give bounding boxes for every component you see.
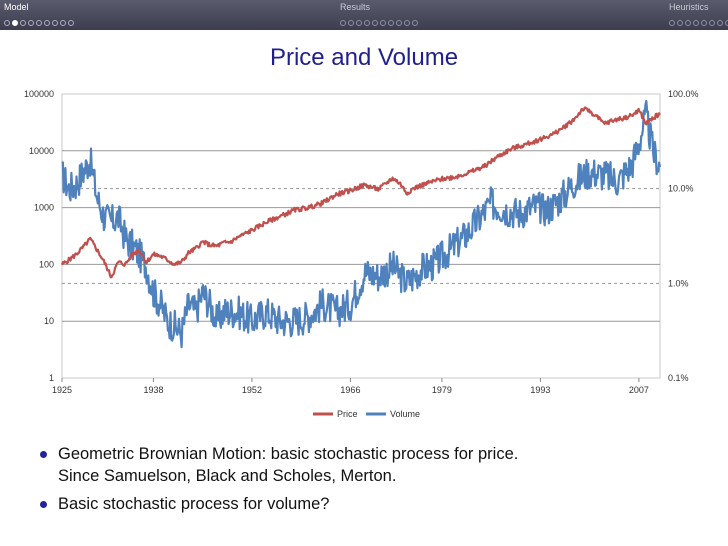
nav-dot[interactable] [348, 20, 354, 26]
nav-dot[interactable] [725, 20, 728, 26]
plot-area [61, 93, 661, 379]
nav-dot[interactable] [36, 20, 42, 26]
nav-dot[interactable] [685, 20, 691, 26]
price-volume-chart: 1 10 100 1000 10000 100000 0.1% 1.0% 10.0% 100.0%… [24, 89, 699, 419]
nav-dot[interactable] [717, 20, 723, 26]
bullet-marker [40, 501, 47, 508]
page-title: Price and Volume [269, 44, 459, 71]
nav-dot[interactable] [412, 20, 418, 26]
x-tick-label: 1993 [530, 385, 550, 395]
y-tick-label-left: 1 [49, 373, 54, 383]
y-tick-label-left: 10 [44, 316, 54, 326]
nav-dot[interactable] [60, 20, 66, 26]
nav-dots-model [4, 13, 76, 31]
y-tick-label-left: 100000 [24, 89, 54, 99]
legend-label-price: Price [337, 409, 358, 419]
nav-dots-results [340, 13, 420, 31]
nav-dot[interactable] [12, 20, 18, 26]
nav-section-title[interactable]: Model [4, 2, 29, 12]
nav-section-heuristics[interactable]: Heuristics [669, 2, 728, 26]
list-item: Basic stochastic process for volume? [26, 493, 706, 515]
nav-dot[interactable] [28, 20, 34, 26]
bullet-list: Geometric Brownian Motion: basic stochas… [26, 443, 706, 521]
bullet-text: Basic stochastic process for volume? [58, 495, 330, 513]
y-tick-label-left: 1000 [34, 203, 54, 213]
nav-dot[interactable] [380, 20, 386, 26]
nav-dot[interactable] [372, 20, 378, 26]
x-tick-label: 1938 [143, 385, 163, 395]
bullet-text: Geometric Brownian Motion: basic stochas… [58, 445, 519, 485]
x-tick-label: 1979 [432, 385, 452, 395]
x-tick-label: 1966 [340, 385, 360, 395]
nav-dot[interactable] [340, 20, 346, 26]
nav-section-results[interactable]: Results [340, 2, 418, 26]
nav-dot[interactable] [669, 20, 675, 26]
list-item: Geometric Brownian Motion: basic stochas… [26, 443, 706, 487]
nav-section-title[interactable]: Heuristics [669, 2, 709, 12]
y-tick-label-right: 10.0% [668, 184, 694, 194]
nav-dots-heuristics [669, 13, 728, 31]
x-tick-label: 2007 [629, 385, 649, 395]
legend-label-volume: Volume [390, 409, 420, 419]
y-tick-label-right: 0.1% [668, 373, 689, 383]
y-tick-label-right: 1.0% [668, 278, 689, 288]
nav-dot[interactable] [4, 20, 10, 26]
nav-dot[interactable] [396, 20, 402, 26]
y-tick-label-left: 10000 [29, 146, 54, 156]
y-tick-label-right: 100.0% [668, 89, 699, 99]
nav-dot[interactable] [364, 20, 370, 26]
x-tick-label: 1925 [52, 385, 72, 395]
nav-dot[interactable] [68, 20, 74, 26]
nav-dot[interactable] [356, 20, 362, 26]
nav-dot[interactable] [52, 20, 58, 26]
x-tick-label: 1952 [242, 385, 262, 395]
nav-dot[interactable] [693, 20, 699, 26]
price-series-line [60, 106, 661, 279]
nav-dot[interactable] [709, 20, 715, 26]
bullet-marker [40, 451, 47, 458]
nav-dot[interactable] [44, 20, 50, 26]
nav-section-model[interactable]: Model [4, 2, 74, 26]
nav-section-title[interactable]: Results [340, 2, 371, 12]
nav-dot[interactable] [388, 20, 394, 26]
volume-series-line [61, 99, 662, 349]
nav-dot[interactable] [20, 20, 26, 26]
nav-dot[interactable] [701, 20, 707, 26]
y-tick-label-left: 100 [39, 259, 54, 269]
nav-dot[interactable] [404, 20, 410, 26]
nav-dot[interactable] [677, 20, 683, 26]
navigation-bar: Model Results Heuristics [0, 0, 728, 30]
